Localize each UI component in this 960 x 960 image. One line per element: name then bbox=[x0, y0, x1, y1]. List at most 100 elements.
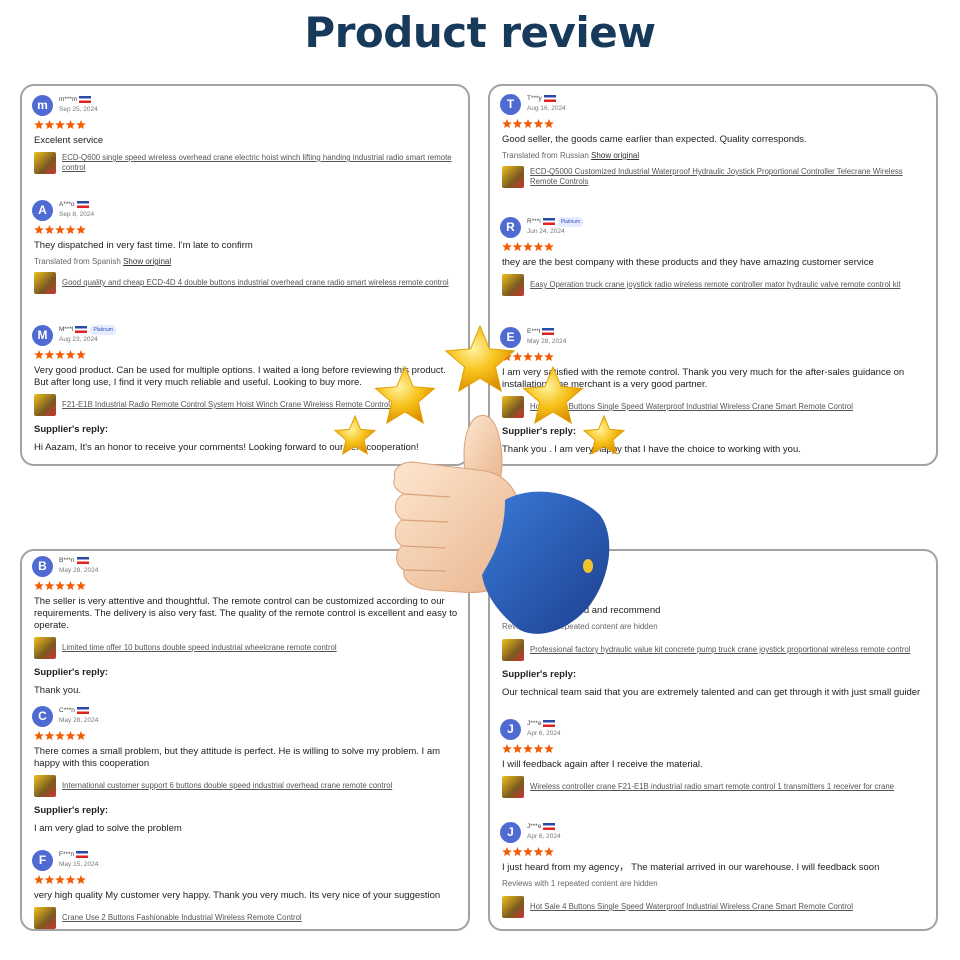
product-thumbnail bbox=[502, 274, 524, 296]
product-row: Good quality and cheap ECD-4D 4 double b… bbox=[34, 272, 462, 294]
supplier-reply: Hi Aazam, It's an honor to receive your … bbox=[34, 442, 419, 453]
reviewer-meta: J***e Apr 6, 2024 bbox=[527, 719, 561, 739]
product-link[interactable]: Good quality and cheap ECD-4D 4 double b… bbox=[62, 278, 449, 287]
avatar: F bbox=[32, 849, 53, 871]
review-header: R R***i Platinum Jun 24, 2024 bbox=[500, 216, 930, 238]
reviewer-meta: T***y Aug 16, 2024 bbox=[527, 94, 566, 114]
page-title: Product review bbox=[304, 8, 656, 57]
name-line: B***n bbox=[59, 556, 98, 566]
avatar: T bbox=[500, 93, 521, 115]
review-header: A A***o Sep 8, 2024 bbox=[32, 199, 462, 221]
star-rating bbox=[34, 581, 86, 590]
reviewer-name: M***l bbox=[59, 326, 74, 333]
review-date: May 28, 2024 bbox=[527, 338, 567, 345]
decorative-star bbox=[374, 365, 436, 425]
decorative-star bbox=[522, 365, 584, 425]
reply-label: Supplier's reply: bbox=[34, 667, 109, 678]
product-link[interactable]: Hot Sale 4 Buttons Single Speed Waterpro… bbox=[530, 402, 853, 411]
product-link[interactable]: Professional factory hydraulic value kit… bbox=[530, 645, 911, 654]
review-text: Good seller, the goods came earlier than… bbox=[502, 134, 807, 145]
review-header: J J***e Apr 6, 2024 bbox=[500, 821, 930, 843]
product-thumbnail bbox=[34, 775, 56, 797]
review: T T***y Aug 16, 2024 Good seller, the goods… bbox=[500, 93, 930, 196]
star-rating bbox=[34, 731, 86, 740]
review-date: Sep 25, 2024 bbox=[59, 106, 98, 113]
avatar: R bbox=[500, 216, 521, 238]
product-link[interactable]: Crane Use 2 Buttons Fashionable Industri… bbox=[62, 913, 302, 922]
product-thumbnail bbox=[502, 639, 524, 661]
review-panel: T T***y Aug 16, 2024 Good seller, the goods… bbox=[488, 84, 938, 466]
review-text: very high quality My customer very happy… bbox=[34, 890, 441, 901]
product-thumbnail bbox=[502, 396, 524, 418]
name-line: E***l bbox=[527, 327, 566, 337]
reviewer-name: E***l bbox=[527, 328, 541, 335]
review-header: J J***e Apr 6, 2024 bbox=[500, 718, 930, 740]
reply-label: Supplier's reply: bbox=[502, 669, 577, 680]
reviewer-meta: A***o Sep 8, 2024 bbox=[59, 200, 94, 220]
product-thumbnail bbox=[34, 637, 56, 659]
product-link[interactable]: Wireless controller crane F21-E1B indust… bbox=[530, 782, 894, 791]
avatar: E bbox=[500, 326, 521, 348]
avatar: M bbox=[32, 324, 53, 346]
product-row: Crane Use 2 Buttons Fashionable Industri… bbox=[34, 907, 462, 929]
product-link[interactable]: Hot Sale 4 Buttons Single Speed Waterpro… bbox=[530, 902, 853, 911]
star-rating bbox=[34, 225, 86, 234]
avatar: B bbox=[32, 555, 53, 577]
star-rating bbox=[34, 875, 86, 884]
product-link[interactable]: F21-E1B Industrial Radio Remote Control … bbox=[62, 400, 391, 409]
product-link[interactable]: Easy Operation truck crane joystick radi… bbox=[530, 280, 901, 289]
reviewer-name: R***i bbox=[527, 218, 541, 225]
name-line: C***n bbox=[59, 706, 98, 716]
name-line: R***i Platinum bbox=[527, 217, 584, 227]
review-header: C C***n May 28, 2024 bbox=[32, 705, 462, 727]
product-link[interactable]: ECD-Q5000 Customized Industrial Waterpro… bbox=[530, 167, 903, 186]
review: C C***n May 28, 2024 There comes a small pr… bbox=[32, 705, 462, 840]
product-link[interactable]: International customer support 6 buttons… bbox=[62, 781, 393, 790]
product-thumbnail bbox=[502, 166, 524, 188]
name-line: J***e bbox=[527, 719, 561, 729]
reviewer-name: C***n bbox=[59, 707, 75, 714]
supplier-reply: Thank you . I am very happy that I have … bbox=[502, 444, 801, 455]
review: E E***l May 28, 2024 I am very satisfied wi… bbox=[500, 326, 930, 461]
hidden-note: Reviews with 1 repeated content are hidd… bbox=[502, 879, 658, 888]
review: J J***e Apr 6, 2024 I will feedback again a… bbox=[500, 718, 930, 806]
product-row: Limited time offer 10 buttons double spe… bbox=[34, 637, 462, 659]
review-text: I will feedback again after I receive th… bbox=[502, 759, 703, 770]
decorative-star bbox=[582, 414, 626, 456]
star-rating bbox=[502, 242, 554, 251]
reply-label: Supplier's reply: bbox=[34, 424, 109, 435]
name-line: J***e bbox=[527, 822, 561, 832]
product-thumbnail bbox=[502, 896, 524, 918]
reviewer-name: J***e bbox=[527, 720, 542, 727]
name-line: A***o bbox=[59, 200, 94, 210]
translation-note: Translated from Spanish Show original bbox=[34, 257, 462, 266]
star-rating bbox=[502, 119, 554, 128]
name-line: M***l Platinum bbox=[59, 325, 116, 335]
flag bbox=[542, 217, 555, 225]
review-panel: B B***n May 28, 2024 The seller is very att… bbox=[20, 549, 470, 931]
avatar: A bbox=[32, 199, 53, 221]
product-link[interactable]: Limited time offer 10 buttons double spe… bbox=[62, 643, 337, 652]
show-original-link[interactable]: Show original bbox=[591, 151, 640, 160]
reviewer-meta: m***m Sep 25, 2024 bbox=[59, 95, 98, 115]
flag bbox=[543, 822, 556, 830]
show-original-link[interactable]: Show original bbox=[123, 257, 172, 266]
flag bbox=[76, 850, 89, 858]
reviewer-meta: C***n May 28, 2024 bbox=[59, 706, 98, 726]
flag bbox=[542, 327, 555, 335]
badge: Platinum bbox=[557, 217, 584, 227]
product-link[interactable]: ECD-Q600 single speed wireless overhead … bbox=[62, 153, 452, 172]
review-text: The seller is very attentive and thought… bbox=[34, 596, 458, 631]
avatar: J bbox=[500, 718, 521, 740]
star-rating bbox=[502, 744, 554, 753]
product-row: Hot Sale 4 Buttons Single Speed Waterpro… bbox=[502, 896, 930, 918]
review-date: Apr 6, 2024 bbox=[527, 833, 561, 840]
name-line: F***n bbox=[59, 850, 98, 860]
reviewer-meta: E***l May 28, 2024 bbox=[527, 327, 566, 347]
review-text: They dispatched in very fast time. I'm l… bbox=[34, 240, 253, 251]
reviewer-meta: J***e Apr 6, 2024 bbox=[527, 822, 561, 842]
product-thumbnail bbox=[34, 394, 56, 416]
reviewer-name: T***y bbox=[527, 95, 542, 102]
review-header: M M***l Platinum Aug 23, 2024 bbox=[32, 324, 462, 346]
